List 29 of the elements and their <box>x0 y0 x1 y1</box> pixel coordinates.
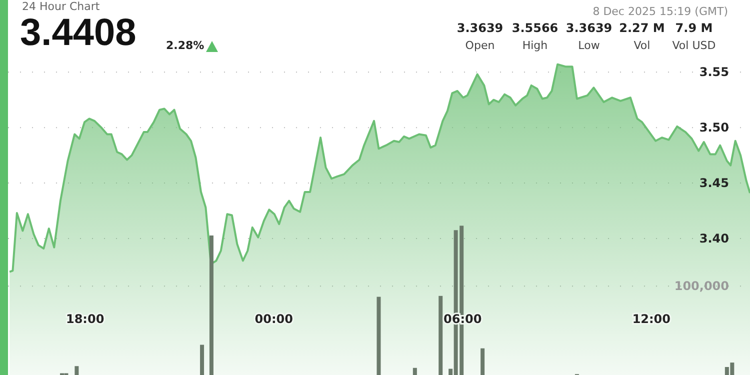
y2-tick-label: 100,000 <box>674 279 729 294</box>
annotation: Open <box>464 39 496 52</box>
bar <box>376 296 381 375</box>
bar <box>200 344 204 375</box>
bar <box>209 235 214 375</box>
x-tick-label: 18:00 <box>66 312 104 326</box>
annotation: 3.3639 <box>456 21 504 35</box>
annotation: Vol <box>634 39 650 52</box>
annotation: 8 Dec 2025 15:19 (GMT) <box>592 5 728 18</box>
bar <box>480 348 485 375</box>
x-tick-label: 00:00 <box>254 312 293 326</box>
bar <box>412 368 417 375</box>
bar <box>74 366 79 375</box>
annotation: 2.27 M <box>619 21 665 35</box>
y-tick-label: 3.55 <box>699 65 729 80</box>
y-tick-label: 3.40 <box>699 232 729 246</box>
annotation: Low <box>577 39 601 52</box>
bar <box>438 296 443 375</box>
annotation: 3.4408 <box>20 11 136 56</box>
annotation: 3.5566 <box>512 21 558 35</box>
x-tick-label: 12:00 <box>632 312 671 326</box>
y-tick-label: 3.50 <box>699 120 729 135</box>
annotation: Vol USD <box>671 39 717 52</box>
annotation: 7.9 M <box>675 21 713 35</box>
y-tick-label: 3.45 <box>699 176 729 190</box>
annotation: 2.28% <box>166 39 204 52</box>
annotation: High <box>521 39 549 52</box>
chart-title: 24 Hour Chart <box>22 0 100 13</box>
annotation: 3.3639 <box>566 21 612 35</box>
